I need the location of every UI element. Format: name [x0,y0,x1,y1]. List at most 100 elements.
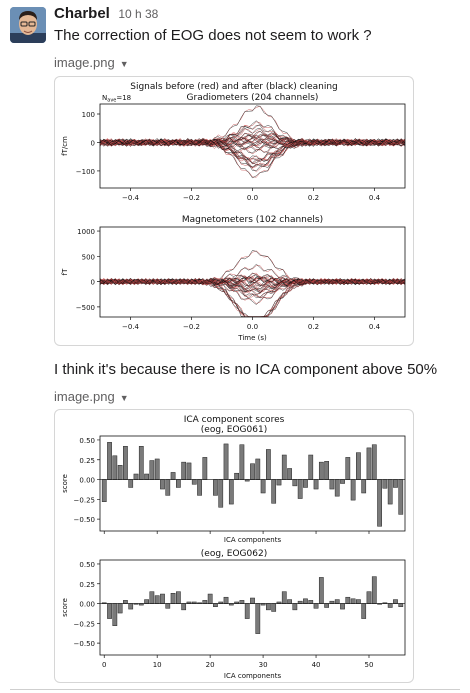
y-tick-label: 0 [91,139,95,147]
x-tick-label: 20 [206,661,215,669]
axes-frame [99,226,406,318]
score-bar [202,457,208,480]
y-tick-label: −0.25 [74,496,95,504]
y-axis-label: score [61,474,69,493]
y-tick-label: −0.50 [74,640,95,648]
chart-title: ICA component scores [184,415,285,425]
score-bar [356,452,361,480]
score-bar [387,479,393,505]
score-bar [255,458,261,480]
score-bar [324,603,330,608]
score-bar [366,447,372,480]
file-name-2[interactable]: image.png ▼ [54,389,129,404]
message-header: Charbel 10 h 38 [54,5,158,23]
score-bar [377,479,382,527]
chart-title: (eog, EOG062) [201,549,267,559]
score-bar [128,479,134,488]
score-bar [271,479,277,504]
x-tick-label: 50 [365,661,374,669]
y-tick-label: −100 [76,168,95,176]
y-tick-label: −500 [76,304,95,312]
score-bar [123,600,128,604]
score-bar [107,442,112,480]
score-bar [255,603,261,634]
y-tick-label: 0.00 [79,601,95,609]
score-bar [149,460,155,480]
score-bar [160,593,165,604]
chart-subtitle: (eog, EOG061) [201,425,267,435]
score-bar [371,444,377,480]
score-bar [123,446,128,480]
x-tick-label: 0.2 [308,323,319,331]
message-timestamp[interactable]: 10 h 38 [118,7,159,21]
axes-frame [99,559,406,656]
y-tick-label: 0.25 [79,457,95,465]
y-tick-label: 500 [82,253,95,261]
trace-before [99,276,406,285]
score-bar [107,603,112,619]
avatar-image [10,7,46,43]
y-axis-label: fT [61,268,69,275]
file-label: image.png [54,389,115,404]
x-tick-label: 0.4 [369,194,381,202]
chevron-down-icon[interactable]: ▼ [119,393,129,403]
score-bar [234,472,239,480]
score-bar [213,479,218,496]
score-bar [350,598,356,604]
y-tick-label: 0.00 [79,477,95,485]
author-name[interactable]: Charbel [54,5,110,22]
score-bar [398,603,404,607]
figure-title: Signals before (red) and after (black) c… [130,82,338,92]
score-bar [239,600,245,604]
score-bar [202,600,208,604]
y-axis-label: fT/cm [61,136,69,156]
score-bar [181,461,187,480]
signal-traces [99,250,406,317]
x-axis-label: ICA components [224,536,282,544]
panel-title: Magnetometers (102 channels) [182,215,323,225]
message-text-1: The correction of EOG does not seem to w… [54,27,372,44]
score-bar [228,479,234,505]
score-bar [303,598,308,604]
y-tick-label: 0.50 [79,561,95,569]
avatar[interactable] [10,7,46,43]
chevron-down-icon[interactable]: ▼ [119,59,129,69]
x-tick-label: 0.0 [247,323,258,331]
y-axis-label: score [61,598,69,617]
trace-after [99,277,406,285]
y-tick-label: 1000 [77,228,95,236]
score-bar [329,479,335,490]
score-bar [112,603,118,626]
score-bar [281,454,287,480]
score-bar [154,458,160,480]
x-tick-label: 0 [102,661,106,669]
score-bar [366,591,372,604]
score-bar [308,454,314,480]
score-bar [292,603,298,611]
divider [10,689,460,690]
score-bar [244,603,250,619]
image-attachment-2[interactable]: ICA component scores (eog, EOG061) 0.50 0.2… [54,409,414,683]
x-tick-label: −0.4 [122,194,140,202]
x-tick-label: 0.4 [369,323,381,331]
score-bar [340,603,345,610]
score-bar [313,479,319,490]
signal-traces [99,105,406,179]
image-attachment-1[interactable]: Signals before (red) and after (black) c… [54,76,414,346]
x-tick-label: −0.2 [183,194,200,202]
file-name-1[interactable]: image.png ▼ [54,55,129,70]
x-axis-label: Time (s) [237,334,267,342]
score-bar [398,479,404,515]
score-bar [308,600,314,604]
score-bar [207,593,213,604]
trace-after [99,138,406,161]
score-bar [318,577,324,604]
score-bar [271,603,277,612]
x-tick-label: 10 [153,661,162,669]
file-label: image.png [54,55,115,70]
score-bar [223,443,229,480]
score-bar [303,479,308,488]
x-tick-label: −0.2 [183,323,200,331]
score-bar [313,603,319,609]
y-tick-label: −0.25 [74,620,95,628]
